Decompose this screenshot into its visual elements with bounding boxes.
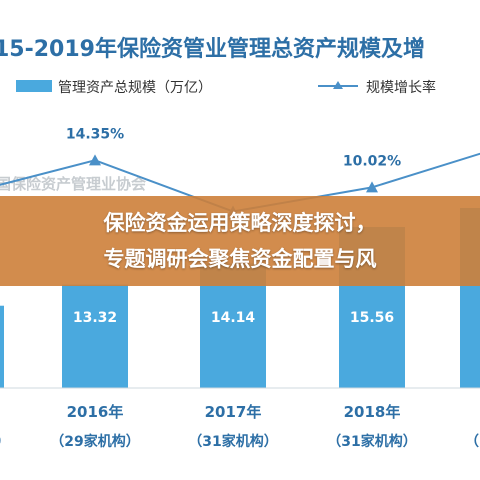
bar-value-label-2: 15.56 bbox=[350, 310, 394, 326]
growth-label-2: 10.02% bbox=[343, 153, 401, 169]
headline-line-1: 保险资金运用策略深度探讨， bbox=[103, 211, 377, 235]
x-tick-sub-1: （31家机构） bbox=[188, 433, 277, 450]
legend-bar-label: 管理资产总规模（万亿） bbox=[58, 80, 212, 96]
x-tick-sub-0: （29家机构） bbox=[50, 433, 139, 450]
legend-bar-swatch bbox=[16, 80, 52, 92]
watermark: 国保险资产管理业协会 bbox=[0, 175, 146, 193]
chart-title: 15-2019年保险资管业管理总资产规模及增 bbox=[0, 36, 425, 62]
legend: 管理资产总规模（万亿） 规模增长率 bbox=[16, 79, 436, 96]
bar-0 bbox=[62, 284, 128, 388]
bar-edge-left bbox=[0, 305, 4, 388]
headline-overlay: 保险资金运用策略深度探讨， 专题调研会聚焦资金配置与风 bbox=[0, 196, 480, 286]
triangle-marker-icon bbox=[333, 81, 343, 89]
bar-value-label-0: 13.32 bbox=[73, 310, 117, 326]
x-tick-year-0: 2016年 bbox=[67, 403, 124, 421]
legend-line-label: 规模增长率 bbox=[366, 79, 436, 96]
x-tick-sub-2: （31家机构） bbox=[327, 433, 416, 450]
headline-line-2: 专题调研会聚焦资金配置与风 bbox=[103, 247, 377, 271]
growth-marker-2 bbox=[366, 181, 378, 193]
x-tick-edge-left: ） bbox=[0, 434, 10, 450]
growth-marker-0 bbox=[89, 154, 101, 166]
x-tick-year-1: 2017年 bbox=[205, 403, 262, 421]
x-axis: 2016年 （29家机构） 2017年 （31家机构） 2018年 （31家机构） ） （ bbox=[0, 387, 480, 450]
x-tick-year-2: 2018年 bbox=[344, 403, 401, 421]
x-tick-edge-right: （ bbox=[465, 434, 479, 450]
bar-value-label-1: 14.14 bbox=[211, 310, 256, 326]
growth-label-0: 14.35% bbox=[66, 126, 124, 142]
